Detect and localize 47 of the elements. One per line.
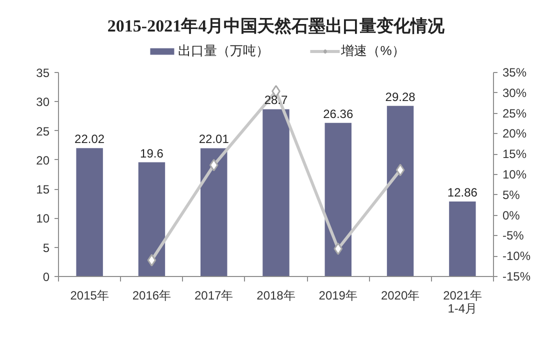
y-tick-label: 20 [36,153,50,168]
y-tick-label: 5 [42,240,50,255]
y2-tick-label: -15% [502,270,531,284]
bar [324,122,352,276]
y2-tick-label: 0% [502,208,520,222]
point [334,242,343,256]
data-label: 22.01 [198,132,230,146]
data-label: 22.02 [74,132,105,146]
point [147,254,156,266]
y-tick-label: 15 [36,182,50,197]
bar [138,162,166,276]
legend-label: 出口量（万吨） [178,42,270,60]
y2-tick-label: 20% [502,126,527,141]
y-tick-label: 25 [36,124,50,138]
y2-tick-label: -5% [502,228,524,243]
bar [262,109,290,276]
x-tick-label: 2015年 [70,288,109,302]
chart-title: 2015-2021年4月中国天然石墨出口量变化情况 [107,16,446,36]
legend-label: 增速（%） [341,42,405,60]
y2-tick-label: 35% [502,66,527,80]
x-tick-label: 2018年 [256,288,296,302]
y-tick-label: 0 [42,270,50,284]
y2-tick-label: 25% [502,106,527,120]
y-tick-label: 10 [36,212,50,226]
data-label: 19.6 [140,146,164,160]
y2-tick-label: -10% [502,249,531,264]
bar [449,202,476,276]
point [396,164,405,176]
x-tick-label: 2016年 [132,288,172,302]
y2-tick-label: 10% [502,168,527,182]
y-tick-label: 30 [36,95,50,110]
bar [76,148,103,276]
bar [386,106,414,276]
x-tick-label: 2019年 [318,288,358,302]
data-label: 12.86 [447,186,478,200]
x-tick-label: 2017年 [194,288,234,302]
data-label: 28.7 [264,93,288,108]
y2-tick-label: 5% [502,188,520,202]
data-label: 29.28 [385,90,416,104]
y2-tick-label: 30% [502,86,527,100]
point [209,158,218,172]
data-label: 26.36 [323,106,354,121]
y-tick-label: 35 [36,66,50,80]
x-tick-label: 2021年 1-4月 [443,288,482,316]
x-tick-label: 2020年 [380,288,420,302]
bar [200,148,228,276]
y2-tick-label: 15% [502,147,527,162]
